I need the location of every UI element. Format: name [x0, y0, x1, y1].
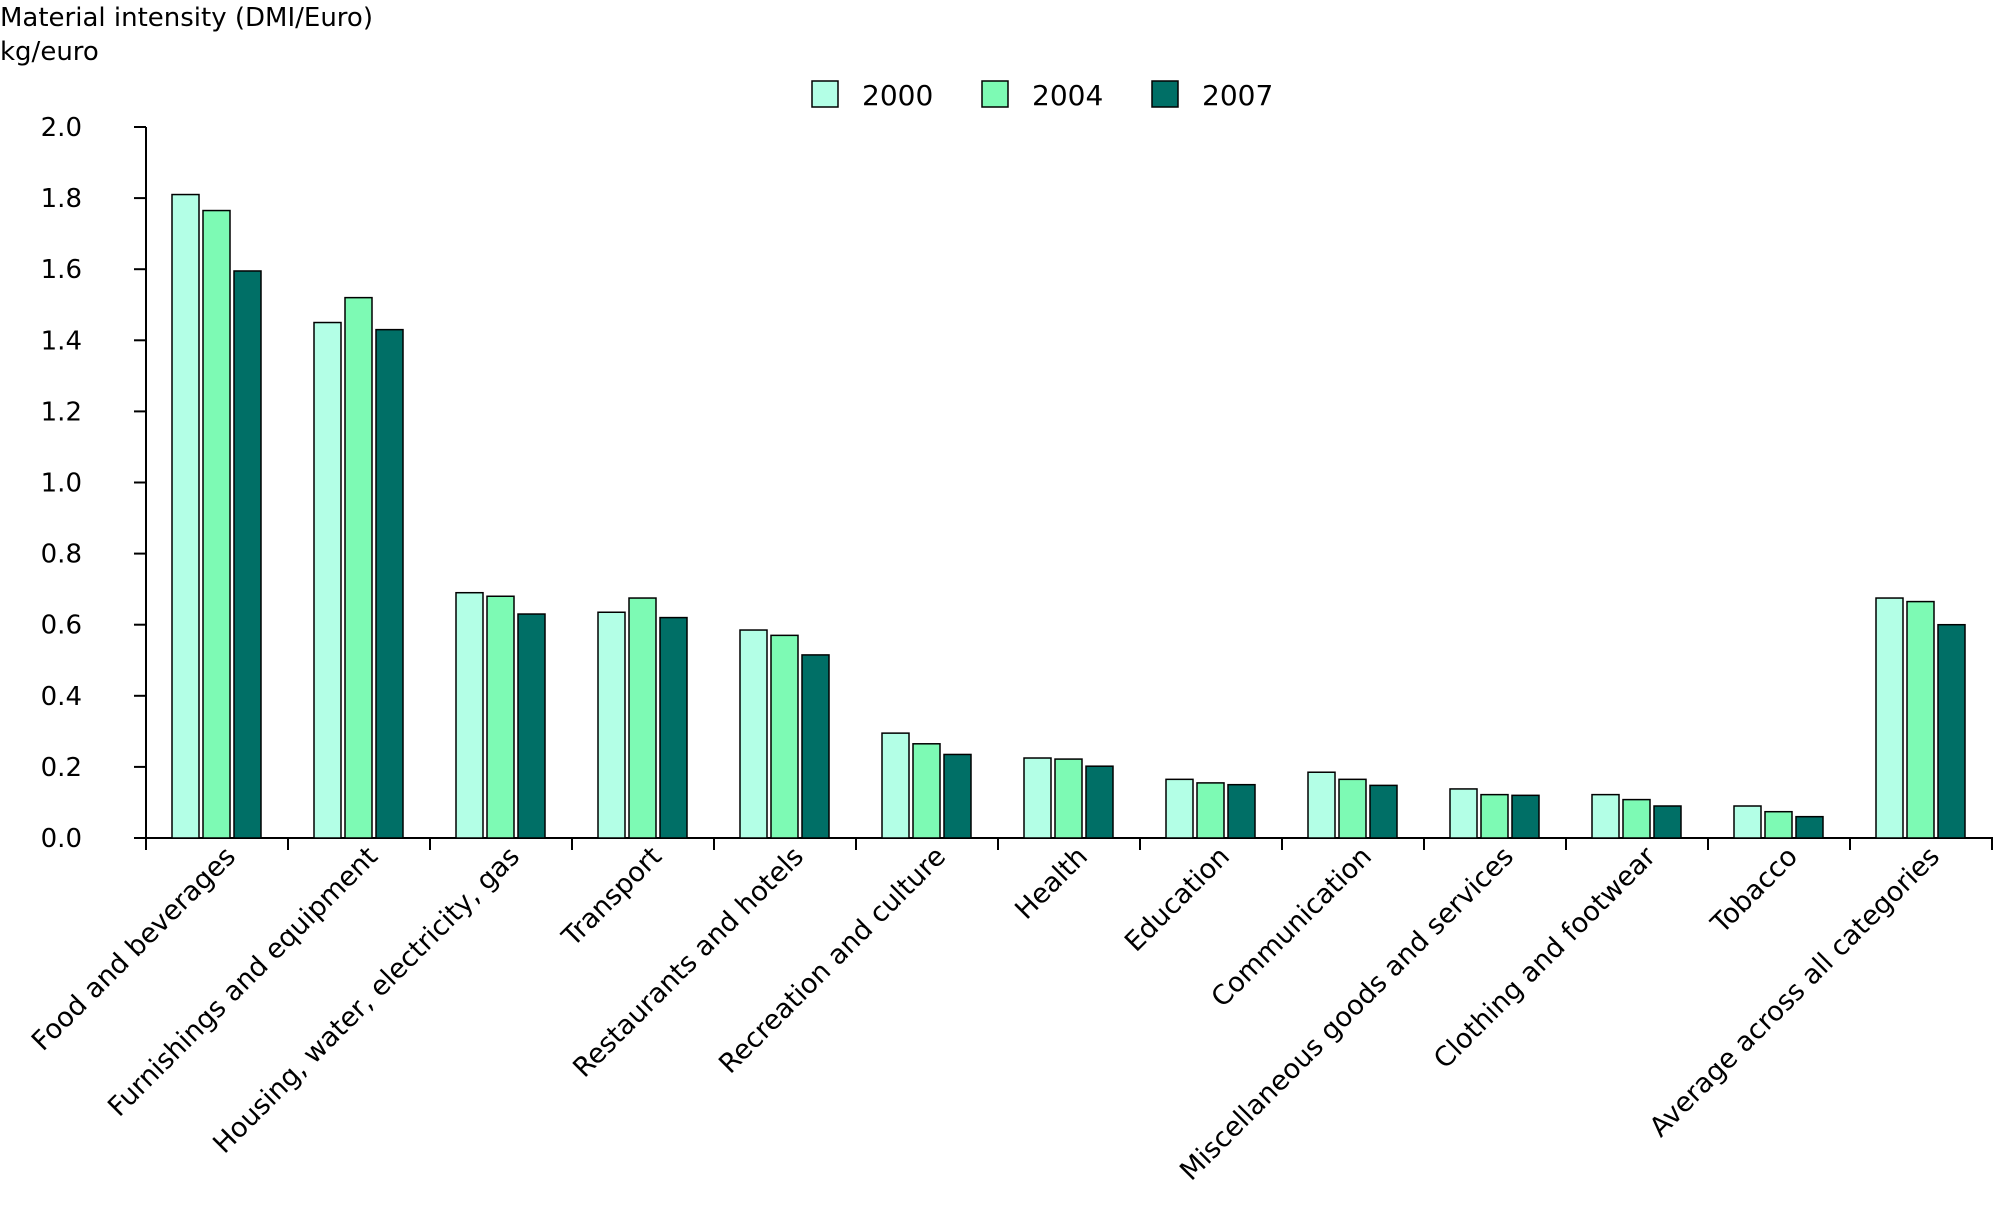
- bar-2000-2: [455, 591, 484, 839]
- y-tick-label: 0.8: [41, 540, 82, 570]
- bar-2004-11: [1764, 810, 1793, 839]
- bar-2000-5: [881, 732, 910, 839]
- y-tick-label: 1.0: [41, 469, 82, 499]
- y-tick-label: 0.0: [41, 824, 82, 854]
- bar-2007-9: [1511, 794, 1540, 839]
- y-tick-label: 1.4: [41, 326, 82, 356]
- x-tick-label: Education: [1119, 841, 1236, 958]
- y-tick-label: 2.0: [41, 113, 82, 143]
- x-tick-label: Housing, water, electricity, gas: [207, 841, 526, 1160]
- bar-2000-1: [313, 321, 342, 839]
- bar-2007-12: [1937, 623, 1966, 839]
- bar-2007-5: [943, 753, 972, 839]
- bar-2004-10: [1622, 798, 1651, 839]
- legend-swatch-2004: [981, 80, 1009, 108]
- bar-2007-3: [659, 616, 688, 839]
- bar-2000-9: [1449, 788, 1478, 839]
- bar-2004-7: [1196, 782, 1225, 839]
- bar-2000-12: [1875, 597, 1904, 839]
- bar-2004-1: [344, 296, 373, 839]
- legend-label-2007: 2007: [1202, 79, 1273, 112]
- y-tick-label: 0.4: [41, 682, 82, 712]
- bar-2004-0: [202, 209, 231, 839]
- bar-2004-6: [1054, 758, 1083, 839]
- bar-2004-5: [912, 743, 941, 839]
- bar-2004-4: [770, 634, 799, 839]
- bar-2007-8: [1369, 784, 1398, 839]
- x-tick-label: Tobacco: [1705, 841, 1804, 940]
- bar-2007-0: [233, 270, 262, 839]
- x-tick-label: Restaurants and hotels: [567, 841, 810, 1084]
- legend-label-2004: 2004: [1032, 79, 1103, 112]
- x-tick-label: Furnishings and equipment: [102, 841, 384, 1123]
- legend-swatch-2007: [1151, 80, 1179, 108]
- bar-2000-4: [739, 629, 768, 839]
- bar-2000-7: [1165, 778, 1194, 839]
- bar-2007-2: [517, 613, 546, 839]
- bar-2000-11: [1733, 805, 1762, 839]
- bars: [171, 193, 1966, 839]
- x-tick-label: Transport: [556, 841, 668, 953]
- bar-2007-10: [1653, 805, 1682, 839]
- legend: 2000 2004 2007: [811, 79, 1273, 112]
- bar-2004-2: [486, 595, 515, 839]
- x-tick-label: Recreation and culture: [713, 841, 952, 1080]
- bar-2000-8: [1307, 771, 1336, 839]
- bar-2000-0: [171, 193, 200, 839]
- bar-2004-12: [1906, 600, 1935, 839]
- bar-2000-10: [1591, 793, 1620, 839]
- y-tick-label: 1.8: [41, 184, 82, 214]
- x-tick-label: Health: [1009, 841, 1094, 926]
- y-tick-label: 0.2: [41, 753, 82, 783]
- bar-2004-8: [1338, 778, 1367, 839]
- bar-2007-11: [1795, 815, 1824, 839]
- x-tick-label: Average across all categories: [1644, 841, 1946, 1143]
- bar-2000-3: [597, 611, 626, 839]
- bar-2007-4: [801, 654, 830, 839]
- bar-2004-9: [1480, 793, 1509, 839]
- y-tick-label: 1.6: [41, 255, 82, 285]
- bar-2007-7: [1227, 783, 1256, 839]
- bar-2000-6: [1023, 757, 1052, 839]
- axes: 0.0 0.2 0.4 0.6 0.8 1.0 1.2 1.4 1.6 1.8 2.0: [41, 113, 1993, 854]
- bar-2004-3: [628, 597, 657, 839]
- bar-2007-1: [375, 328, 404, 839]
- y-tick-label: 0.6: [41, 611, 82, 641]
- bar-2007-6: [1085, 765, 1114, 839]
- y-axis-unit-label: kg/euro: [0, 37, 99, 67]
- legend-label-2000: 2000: [862, 79, 933, 112]
- y-tick-label: 1.2: [41, 397, 82, 427]
- legend-swatch-2000: [811, 80, 839, 108]
- chart-title: Material intensity (DMI/Euro): [0, 3, 373, 33]
